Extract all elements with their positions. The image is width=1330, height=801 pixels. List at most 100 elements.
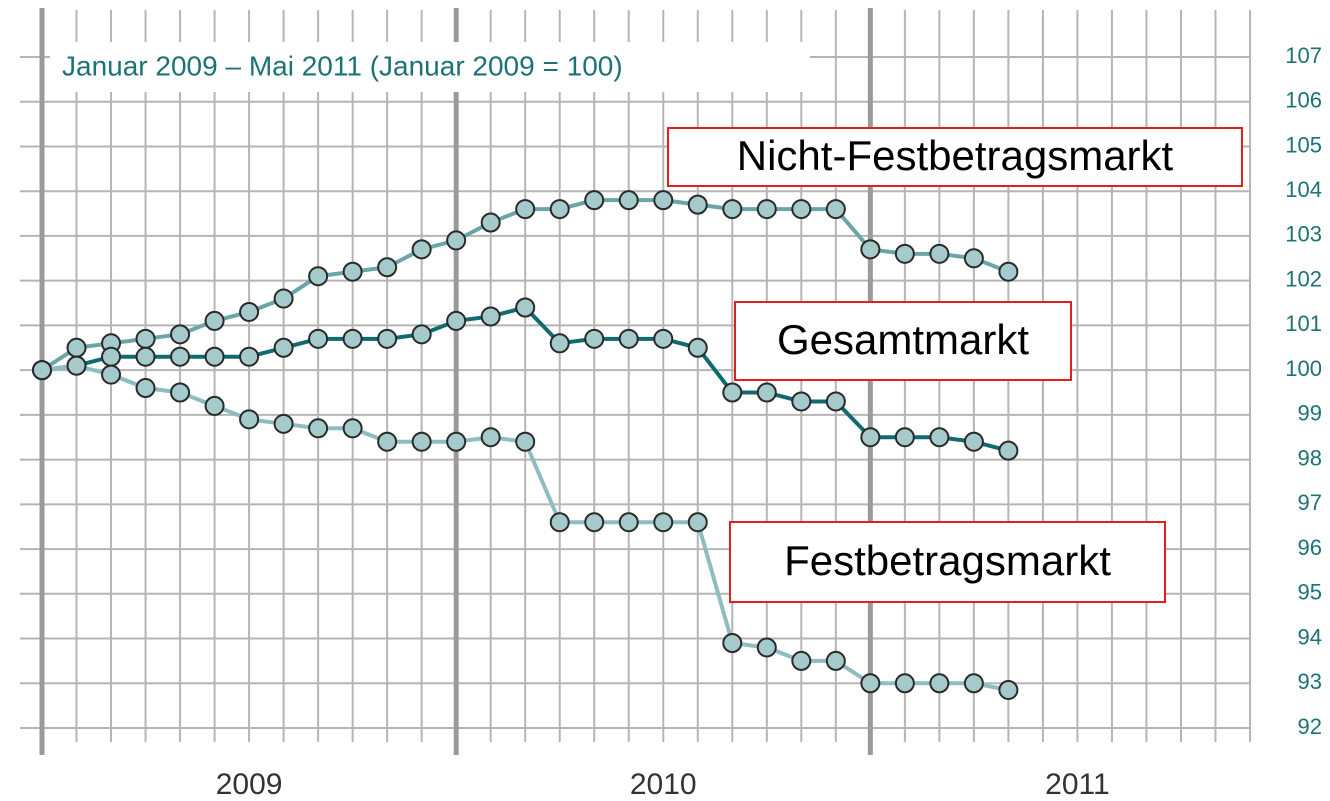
point — [653, 512, 674, 533]
point — [825, 199, 846, 220]
point — [756, 637, 777, 658]
point — [584, 190, 605, 211]
point — [308, 266, 329, 287]
point — [963, 431, 984, 452]
point — [204, 395, 225, 416]
point — [101, 346, 122, 367]
point — [342, 418, 363, 439]
point — [722, 633, 743, 654]
point — [446, 310, 467, 331]
y-tick-label: 107 — [1285, 43, 1322, 68]
point — [998, 440, 1019, 461]
point — [618, 512, 639, 533]
point — [618, 190, 639, 211]
y-tick-label: 105 — [1285, 132, 1322, 157]
y-tick-label: 99 — [1298, 401, 1322, 426]
point — [480, 212, 501, 233]
point — [342, 328, 363, 349]
series-label: Gesamtmarkt — [777, 316, 1029, 363]
series-label-box — [667, 127, 1243, 187]
y-tick-label: 101 — [1285, 311, 1322, 336]
series-label: Festbetragsmarkt — [784, 537, 1111, 584]
point — [825, 391, 846, 412]
y-tick-label: 93 — [1298, 669, 1322, 694]
point — [687, 194, 708, 215]
point — [135, 378, 156, 399]
point — [929, 673, 950, 694]
point — [998, 679, 1019, 700]
point — [894, 427, 915, 448]
point — [722, 199, 743, 220]
point — [687, 512, 708, 533]
point — [239, 409, 260, 430]
point — [170, 346, 191, 367]
point — [273, 288, 294, 309]
point — [273, 337, 294, 358]
point — [66, 355, 87, 376]
point — [722, 382, 743, 403]
point — [894, 243, 915, 264]
point — [411, 324, 432, 345]
point — [860, 239, 881, 260]
point — [377, 257, 398, 278]
point — [170, 324, 191, 345]
point — [308, 328, 329, 349]
point — [204, 310, 225, 331]
point — [135, 346, 156, 367]
point — [101, 364, 122, 385]
y-tick-label: 97 — [1298, 490, 1322, 515]
point — [411, 431, 432, 452]
point — [480, 427, 501, 448]
y-tick-label: 94 — [1298, 624, 1322, 649]
y-tick-label: 95 — [1298, 580, 1322, 605]
point — [170, 382, 191, 403]
point — [135, 328, 156, 349]
point — [963, 673, 984, 694]
point — [377, 431, 398, 452]
point — [515, 431, 536, 452]
point — [66, 337, 87, 358]
point — [791, 650, 812, 671]
y-tick-label: 96 — [1298, 535, 1322, 560]
y-tick-label: 92 — [1298, 714, 1322, 739]
point — [549, 199, 570, 220]
point — [825, 650, 846, 671]
x-tick-label: 2011 — [1045, 768, 1110, 801]
subtitle: Januar 2009 – Mai 2011 (Januar 2009 = 10… — [62, 50, 623, 81]
point — [411, 239, 432, 260]
point — [756, 382, 777, 403]
series-label: Nicht-Festbetragsmarkt — [737, 132, 1174, 179]
point — [929, 243, 950, 264]
point — [32, 360, 52, 381]
point — [204, 346, 225, 367]
point — [653, 190, 674, 211]
point — [515, 297, 536, 318]
point — [929, 427, 950, 448]
point — [515, 199, 536, 220]
y-tick-label: 103 — [1285, 222, 1322, 247]
point — [549, 512, 570, 533]
x-tick-label: 2009 — [216, 768, 283, 801]
point — [791, 199, 812, 220]
y-tick-label: 100 — [1285, 356, 1322, 381]
point — [860, 673, 881, 694]
point — [791, 391, 812, 412]
point — [963, 248, 984, 269]
point — [239, 301, 260, 322]
point — [860, 427, 881, 448]
point — [584, 328, 605, 349]
point — [618, 328, 639, 349]
point — [377, 328, 398, 349]
point — [446, 431, 467, 452]
y-tick-label: 104 — [1285, 177, 1322, 202]
point — [687, 337, 708, 358]
series-label-box — [734, 301, 1072, 381]
point — [273, 413, 294, 434]
point — [480, 306, 501, 327]
point — [446, 230, 467, 251]
x-tick-label: 2010 — [630, 768, 697, 801]
point — [549, 333, 570, 354]
point — [342, 261, 363, 282]
point — [239, 346, 260, 367]
point — [998, 261, 1019, 282]
